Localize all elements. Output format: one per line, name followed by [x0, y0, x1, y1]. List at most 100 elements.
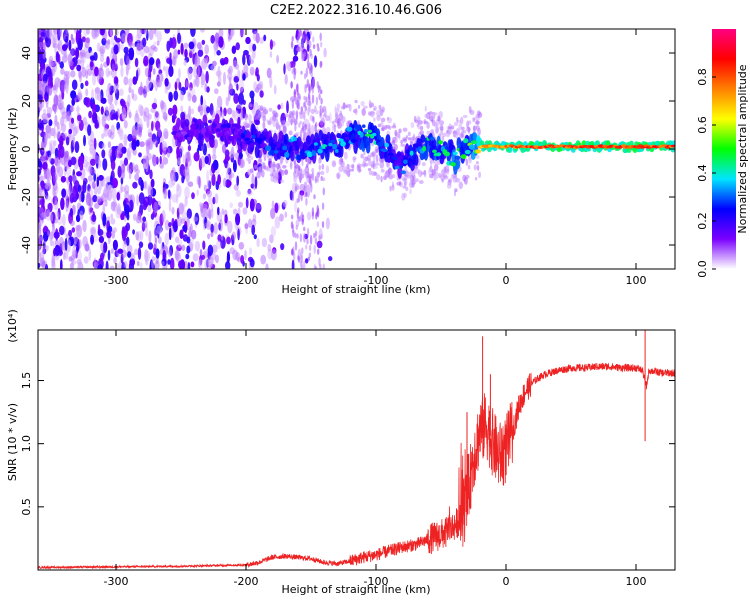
- ridge-core: [323, 134, 329, 140]
- noise-blob: [439, 120, 445, 125]
- noise-blob: [56, 168, 59, 180]
- noise-blob: [68, 159, 72, 168]
- snr-y-ticks: 0.51.01.5: [20, 372, 675, 516]
- noise-blob: [172, 55, 176, 66]
- noise-blob: [417, 123, 421, 130]
- noise-blob: [85, 69, 89, 80]
- noise-blob: [198, 176, 201, 189]
- noise-blob: [116, 206, 121, 213]
- noise-blob: [268, 107, 273, 112]
- noise-blob: [112, 83, 118, 94]
- noise-blob: [100, 106, 104, 115]
- noise-blob: [361, 108, 366, 116]
- noise-blob: [71, 246, 77, 257]
- noise-blob: [200, 73, 206, 86]
- noise-blob: [51, 29, 56, 40]
- noise-blob: [85, 88, 89, 97]
- noise-blob: [195, 74, 200, 88]
- noise-blob: [174, 81, 178, 91]
- noise-blob: [371, 142, 375, 147]
- noise-blob: [240, 29, 244, 38]
- noise-blob: [89, 207, 94, 214]
- noise-blob: [273, 84, 277, 95]
- noise-blob: [128, 86, 132, 94]
- noise-blob: [235, 213, 241, 226]
- noise-blob: [88, 46, 92, 54]
- noise-blob: [57, 148, 61, 160]
- noise-blob: [94, 202, 100, 209]
- noise-blob: [211, 110, 216, 119]
- noise-blob: [475, 177, 478, 181]
- ridge-halo: [176, 117, 181, 128]
- noise-blob: [256, 74, 260, 82]
- noise-blob: [266, 67, 272, 79]
- noise-blob: [322, 263, 325, 269]
- noise-blob: [447, 126, 453, 130]
- noise-blob: [289, 159, 293, 167]
- ridge-core: [195, 129, 200, 133]
- noise-blob: [248, 55, 253, 61]
- noise-blob: [257, 167, 263, 175]
- ridge-core: [187, 136, 192, 141]
- ridge-core: [334, 149, 339, 153]
- noise-blob: [196, 189, 199, 196]
- noise-blob: [85, 97, 91, 108]
- noise-blob: [100, 241, 104, 252]
- noise-blob: [38, 73, 44, 82]
- noise-blob: [114, 98, 118, 106]
- noise-blob: [307, 53, 310, 61]
- noise-blob: [260, 254, 267, 265]
- snr-x-label: Height of straight line (km): [281, 583, 430, 596]
- noise-blob: [116, 263, 120, 269]
- noise-blob: [214, 193, 219, 205]
- noise-blob: [219, 77, 222, 85]
- noise-blob: [91, 181, 96, 190]
- noise-blob: [70, 105, 75, 112]
- noise-blob: [193, 65, 197, 78]
- noise-blob: [293, 251, 296, 262]
- noise-blob: [253, 81, 258, 92]
- noise-blob: [42, 117, 48, 124]
- noise-blob: [61, 132, 68, 139]
- noise-blob: [270, 207, 276, 220]
- noise-blob: [311, 116, 315, 122]
- noise-blob: [54, 244, 61, 257]
- noise-blob: [426, 121, 430, 129]
- noise-blob: [89, 166, 95, 176]
- noise-blob: [38, 207, 44, 216]
- noise-blob: [62, 44, 68, 51]
- noise-blob: [240, 255, 245, 264]
- noise-blob: [156, 74, 160, 83]
- noise-blob: [159, 142, 163, 156]
- noise-blob: [98, 236, 104, 243]
- noise-blob: [47, 131, 51, 139]
- noise-blob: [149, 169, 153, 180]
- noise-blob: [52, 37, 56, 48]
- noise-blob: [53, 105, 57, 115]
- ridge-halo: [306, 135, 311, 145]
- noise-blob: [162, 182, 166, 194]
- noise-blob: [237, 69, 241, 80]
- noise-blob: [227, 72, 233, 81]
- ridge-core: [236, 125, 242, 129]
- noise-blob: [38, 78, 42, 91]
- noise-blob: [64, 166, 68, 172]
- noise-blob: [89, 55, 95, 61]
- noise-blob: [305, 96, 308, 103]
- noise-blob: [185, 166, 190, 177]
- noise-blob: [70, 90, 77, 100]
- noise-blob: [105, 260, 109, 269]
- noise-blob: [320, 97, 323, 105]
- noise-blob: [374, 162, 380, 166]
- noise-blob: [188, 105, 192, 119]
- noise-blob: [223, 177, 227, 187]
- noise-blob: [189, 223, 193, 235]
- noise-blob: [454, 190, 456, 197]
- noise-blob: [39, 220, 43, 227]
- noise-blob: [184, 56, 190, 63]
- noise-blob: [93, 137, 97, 150]
- noise-blob: [303, 260, 306, 269]
- noise-blob: [120, 186, 126, 192]
- noise-blob: [78, 261, 83, 269]
- noise-blob: [198, 104, 204, 112]
